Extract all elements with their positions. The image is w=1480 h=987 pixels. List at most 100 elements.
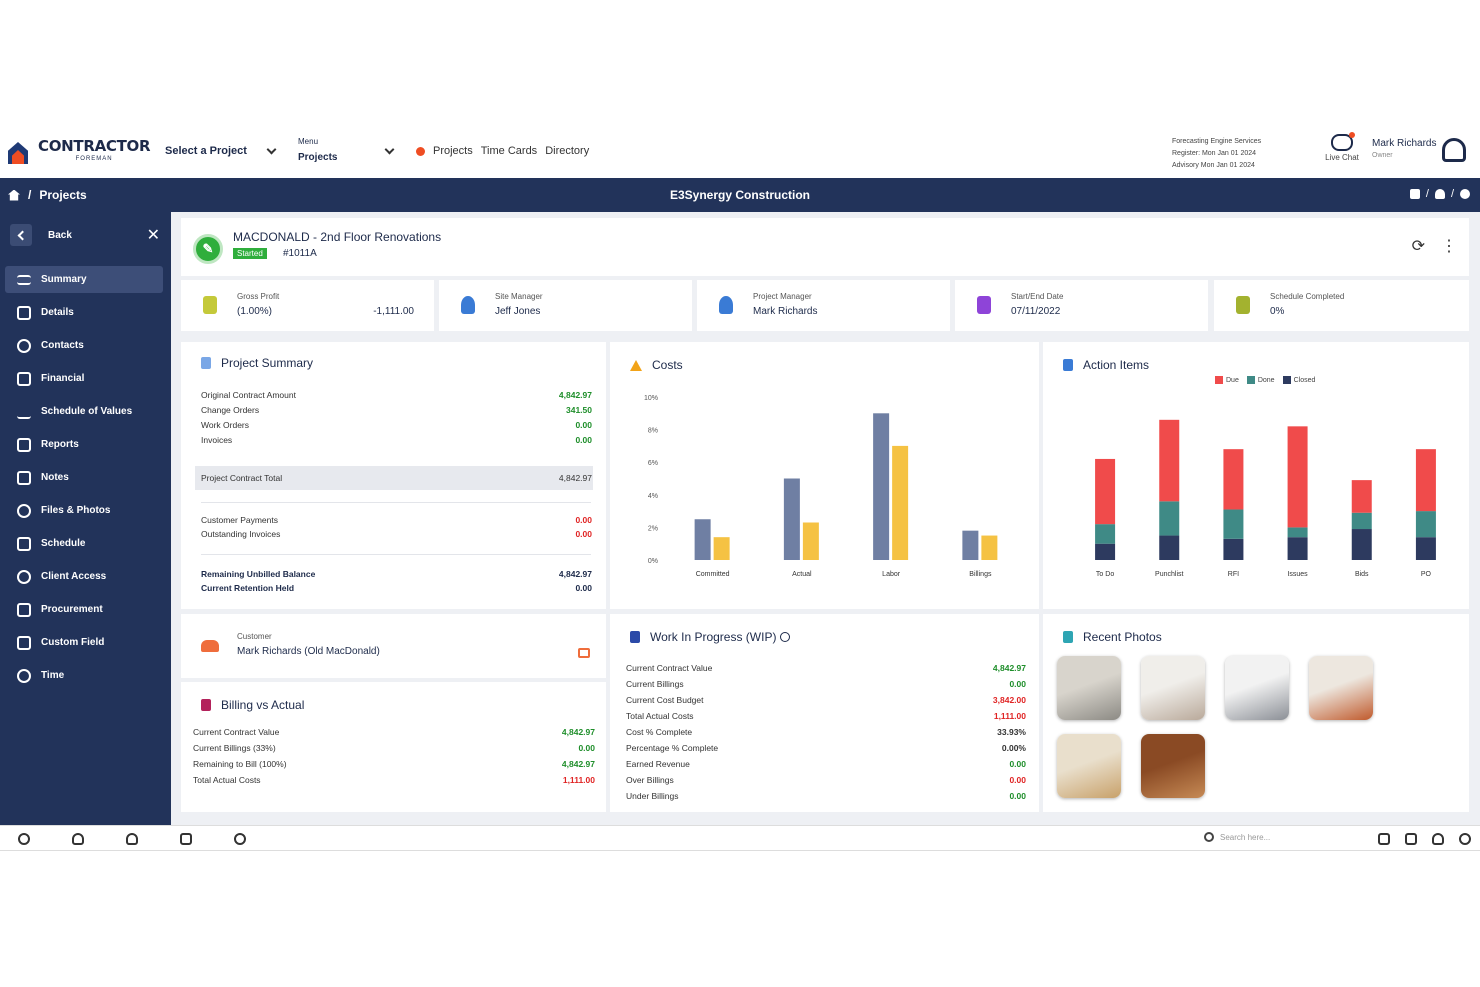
calendar-icon[interactable] (1405, 833, 1417, 845)
avatar[interactable] (1442, 138, 1466, 162)
action-bar-due[interactable] (1415, 449, 1436, 512)
history-icon[interactable] (1459, 833, 1471, 845)
action-bar-due[interactable] (1159, 419, 1180, 502)
contact-card-icon[interactable] (578, 648, 590, 658)
search-box[interactable]: Search here... (1204, 832, 1270, 842)
folder-icon[interactable] (180, 833, 192, 845)
action-bar-due[interactable] (1287, 426, 1308, 528)
action-bar-closed[interactable] (1159, 535, 1180, 560)
sidebar-item-contacts[interactable]: Contacts (5, 332, 163, 359)
photo-thumbnail[interactable] (1141, 656, 1205, 720)
sidebar-item-summary[interactable]: Summary (5, 266, 163, 293)
photo-thumbnail[interactable] (1225, 656, 1289, 720)
sidebar-item-label: Reports (41, 439, 79, 450)
action-bar-closed[interactable] (1223, 538, 1244, 560)
row-label: Current Cost Budget (626, 694, 704, 705)
row-value: 0.00 (575, 528, 592, 539)
sidebar-item-notes[interactable]: Notes (5, 464, 163, 491)
sidebar-item-financial[interactable]: Financial (5, 365, 163, 392)
action-bar-due[interactable] (1095, 458, 1116, 525)
project-select[interactable]: Select a Project (165, 145, 247, 157)
cost-bar[interactable] (981, 535, 998, 560)
cost-bar[interactable] (694, 519, 711, 560)
action-bar-done[interactable] (1287, 527, 1308, 538)
section-title: Recent Photos (1083, 630, 1162, 644)
user-menu[interactable]: Mark Richards Owner (1372, 138, 1436, 162)
menu-select[interactable]: Projects (298, 152, 338, 163)
clock-icon[interactable] (234, 833, 246, 845)
cost-bar[interactable] (713, 537, 730, 560)
sidebar-item-details[interactable]: Details (5, 299, 163, 326)
more-vertical-icon[interactable]: ⋮ (1441, 238, 1457, 255)
sidebar-item-custom-field[interactable]: Custom Field (5, 629, 163, 656)
list-icon (17, 274, 31, 285)
action-bar-closed[interactable] (1095, 543, 1116, 560)
action-bar-closed[interactable] (1351, 529, 1372, 560)
nav-time-cards[interactable]: Time Cards (480, 145, 538, 157)
sidebar-item-time[interactable]: Time (5, 662, 163, 689)
action-bar-done[interactable] (1351, 512, 1372, 530)
action-bar-closed[interactable] (1287, 537, 1308, 560)
users-icon[interactable] (126, 833, 138, 845)
billing-icon (201, 699, 211, 711)
photo-thumbnail[interactable] (1057, 656, 1121, 720)
account-info: Forecasting Engine Services Register: Mo… (1172, 136, 1261, 172)
action-bar-due[interactable] (1351, 480, 1372, 513)
action-bar-done[interactable] (1415, 511, 1436, 538)
cost-bar[interactable] (962, 530, 979, 560)
action-bar-done[interactable] (1223, 509, 1244, 539)
nav-directory[interactable]: Directory (545, 145, 590, 157)
back-button[interactable] (10, 224, 32, 246)
live-chat-button[interactable]: Live Chat (1322, 132, 1362, 162)
action-bar-done[interactable] (1159, 501, 1180, 536)
row-value: 4,842.97 (561, 726, 595, 737)
sidebar-item-schedule-of-values[interactable]: Schedule of Values (5, 398, 163, 425)
search-input[interactable]: Search here... (1220, 832, 1271, 842)
client-access-icon (17, 569, 31, 584)
home-icon[interactable] (8, 189, 20, 201)
photo-thumbnail[interactable] (1141, 734, 1205, 798)
row-label: Total Actual Costs (193, 774, 261, 785)
stat-site-manager: Site Manager Jeff Jones (439, 280, 692, 331)
cost-bar[interactable] (873, 413, 890, 560)
sidebar-item-label: Files & Photos (41, 505, 111, 516)
contractor-foreman-logo[interactable]: CONTRACTOR FOREMAN (8, 136, 151, 164)
nav-projects[interactable]: Projects (433, 145, 473, 157)
sidebar-item-files-photos[interactable]: Files & Photos (5, 497, 163, 524)
x-tick-label: Billings (969, 571, 992, 578)
info-icon[interactable] (780, 632, 791, 642)
photo-thumbnail[interactable] (1057, 734, 1121, 798)
row-label: Current Contract Value (193, 726, 280, 737)
cost-bar[interactable] (783, 478, 800, 561)
costs-card: Costs 0% 2% 4% 6% 8% 10% Committed Actual Labor B… (610, 342, 1039, 609)
customer-name[interactable]: Mark Richards (Old MacDonald) (237, 646, 380, 657)
action-bar-done[interactable] (1095, 524, 1116, 544)
sidebar-item-schedule[interactable]: Schedule (5, 530, 163, 557)
row-label: Current Billings (33%) (193, 742, 276, 753)
cost-bar[interactable] (802, 522, 819, 560)
settings-icon[interactable] (1460, 189, 1470, 199)
row-label: Cost % Complete (626, 726, 693, 737)
sidebar-item-client-access[interactable]: Client Access (5, 563, 163, 590)
calculator-icon[interactable] (1378, 833, 1390, 845)
x-tick-label: Committed (696, 571, 730, 578)
pin-icon[interactable] (1434, 189, 1445, 199)
breadcrumb-projects[interactable]: Projects (39, 188, 87, 202)
photo-thumbnail[interactable] (1309, 656, 1373, 720)
action-bar-due[interactable] (1223, 449, 1244, 510)
y-tick-label: 8% (648, 428, 658, 435)
refresh-icon[interactable]: ⟳ (1411, 238, 1425, 255)
home-circle-icon[interactable] (18, 833, 30, 845)
user-icon[interactable] (72, 833, 84, 845)
video-icon[interactable] (1409, 189, 1420, 199)
sidebar-item-procurement[interactable]: Procurement (5, 596, 163, 623)
sidebar-item-reports[interactable]: Reports (5, 431, 163, 458)
top-nav: Projects Time Cards Directory (416, 145, 589, 157)
cost-bar[interactable] (892, 445, 909, 560)
chevron-down-icon[interactable] (266, 144, 277, 155)
wip-row: Current Billings 0.00 (626, 676, 1026, 691)
bell-icon[interactable] (1432, 833, 1444, 845)
chevron-down-icon[interactable] (384, 144, 395, 155)
action-bar-closed[interactable] (1415, 537, 1436, 560)
close-icon[interactable]: ✕ (146, 227, 160, 244)
